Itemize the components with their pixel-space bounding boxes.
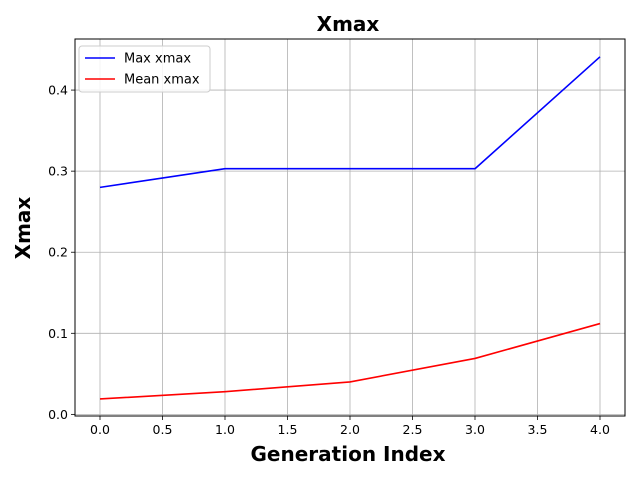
y-tick-label: 0.1 xyxy=(48,326,68,341)
x-axis: 0.0 0.5 1.0 1.5 2.0 2.5 3.0 3.5 4.0 xyxy=(90,416,610,437)
series-lines xyxy=(99,56,601,400)
y-tick-label: 0.0 xyxy=(48,407,68,422)
legend-label-2: Mean xmax xyxy=(124,73,200,88)
y-tick-label: 0.2 xyxy=(48,245,68,260)
series-line-2 xyxy=(99,322,601,400)
x-tick-label: 3.0 xyxy=(465,422,485,437)
y-axis: 0.0 0.1 0.2 0.3 0.4 xyxy=(48,83,75,422)
x-tick-label: 3.5 xyxy=(528,422,548,437)
y-tick-label: 0.4 xyxy=(48,83,68,98)
x-axis-label: Generation Index xyxy=(251,442,446,466)
y-axis-label: Xmax xyxy=(11,197,35,260)
x-tick-label: 2.5 xyxy=(403,422,423,437)
x-tick-label: 1.0 xyxy=(215,422,235,437)
x-tick-label: 0.5 xyxy=(153,422,173,437)
x-tick-label: 4.0 xyxy=(590,422,610,437)
x-tick-label: 1.5 xyxy=(278,422,298,437)
x-tick-label: 0.0 xyxy=(90,422,110,437)
x-tick-label: 2.0 xyxy=(340,422,360,437)
legend: Max xmax Mean xmax xyxy=(78,45,211,93)
legend-label-1: Max xmax xyxy=(124,52,191,67)
grid xyxy=(75,39,625,416)
y-tick-label: 0.3 xyxy=(48,164,68,179)
series-line-1 xyxy=(99,56,601,189)
chart-title: Xmax xyxy=(317,12,380,36)
